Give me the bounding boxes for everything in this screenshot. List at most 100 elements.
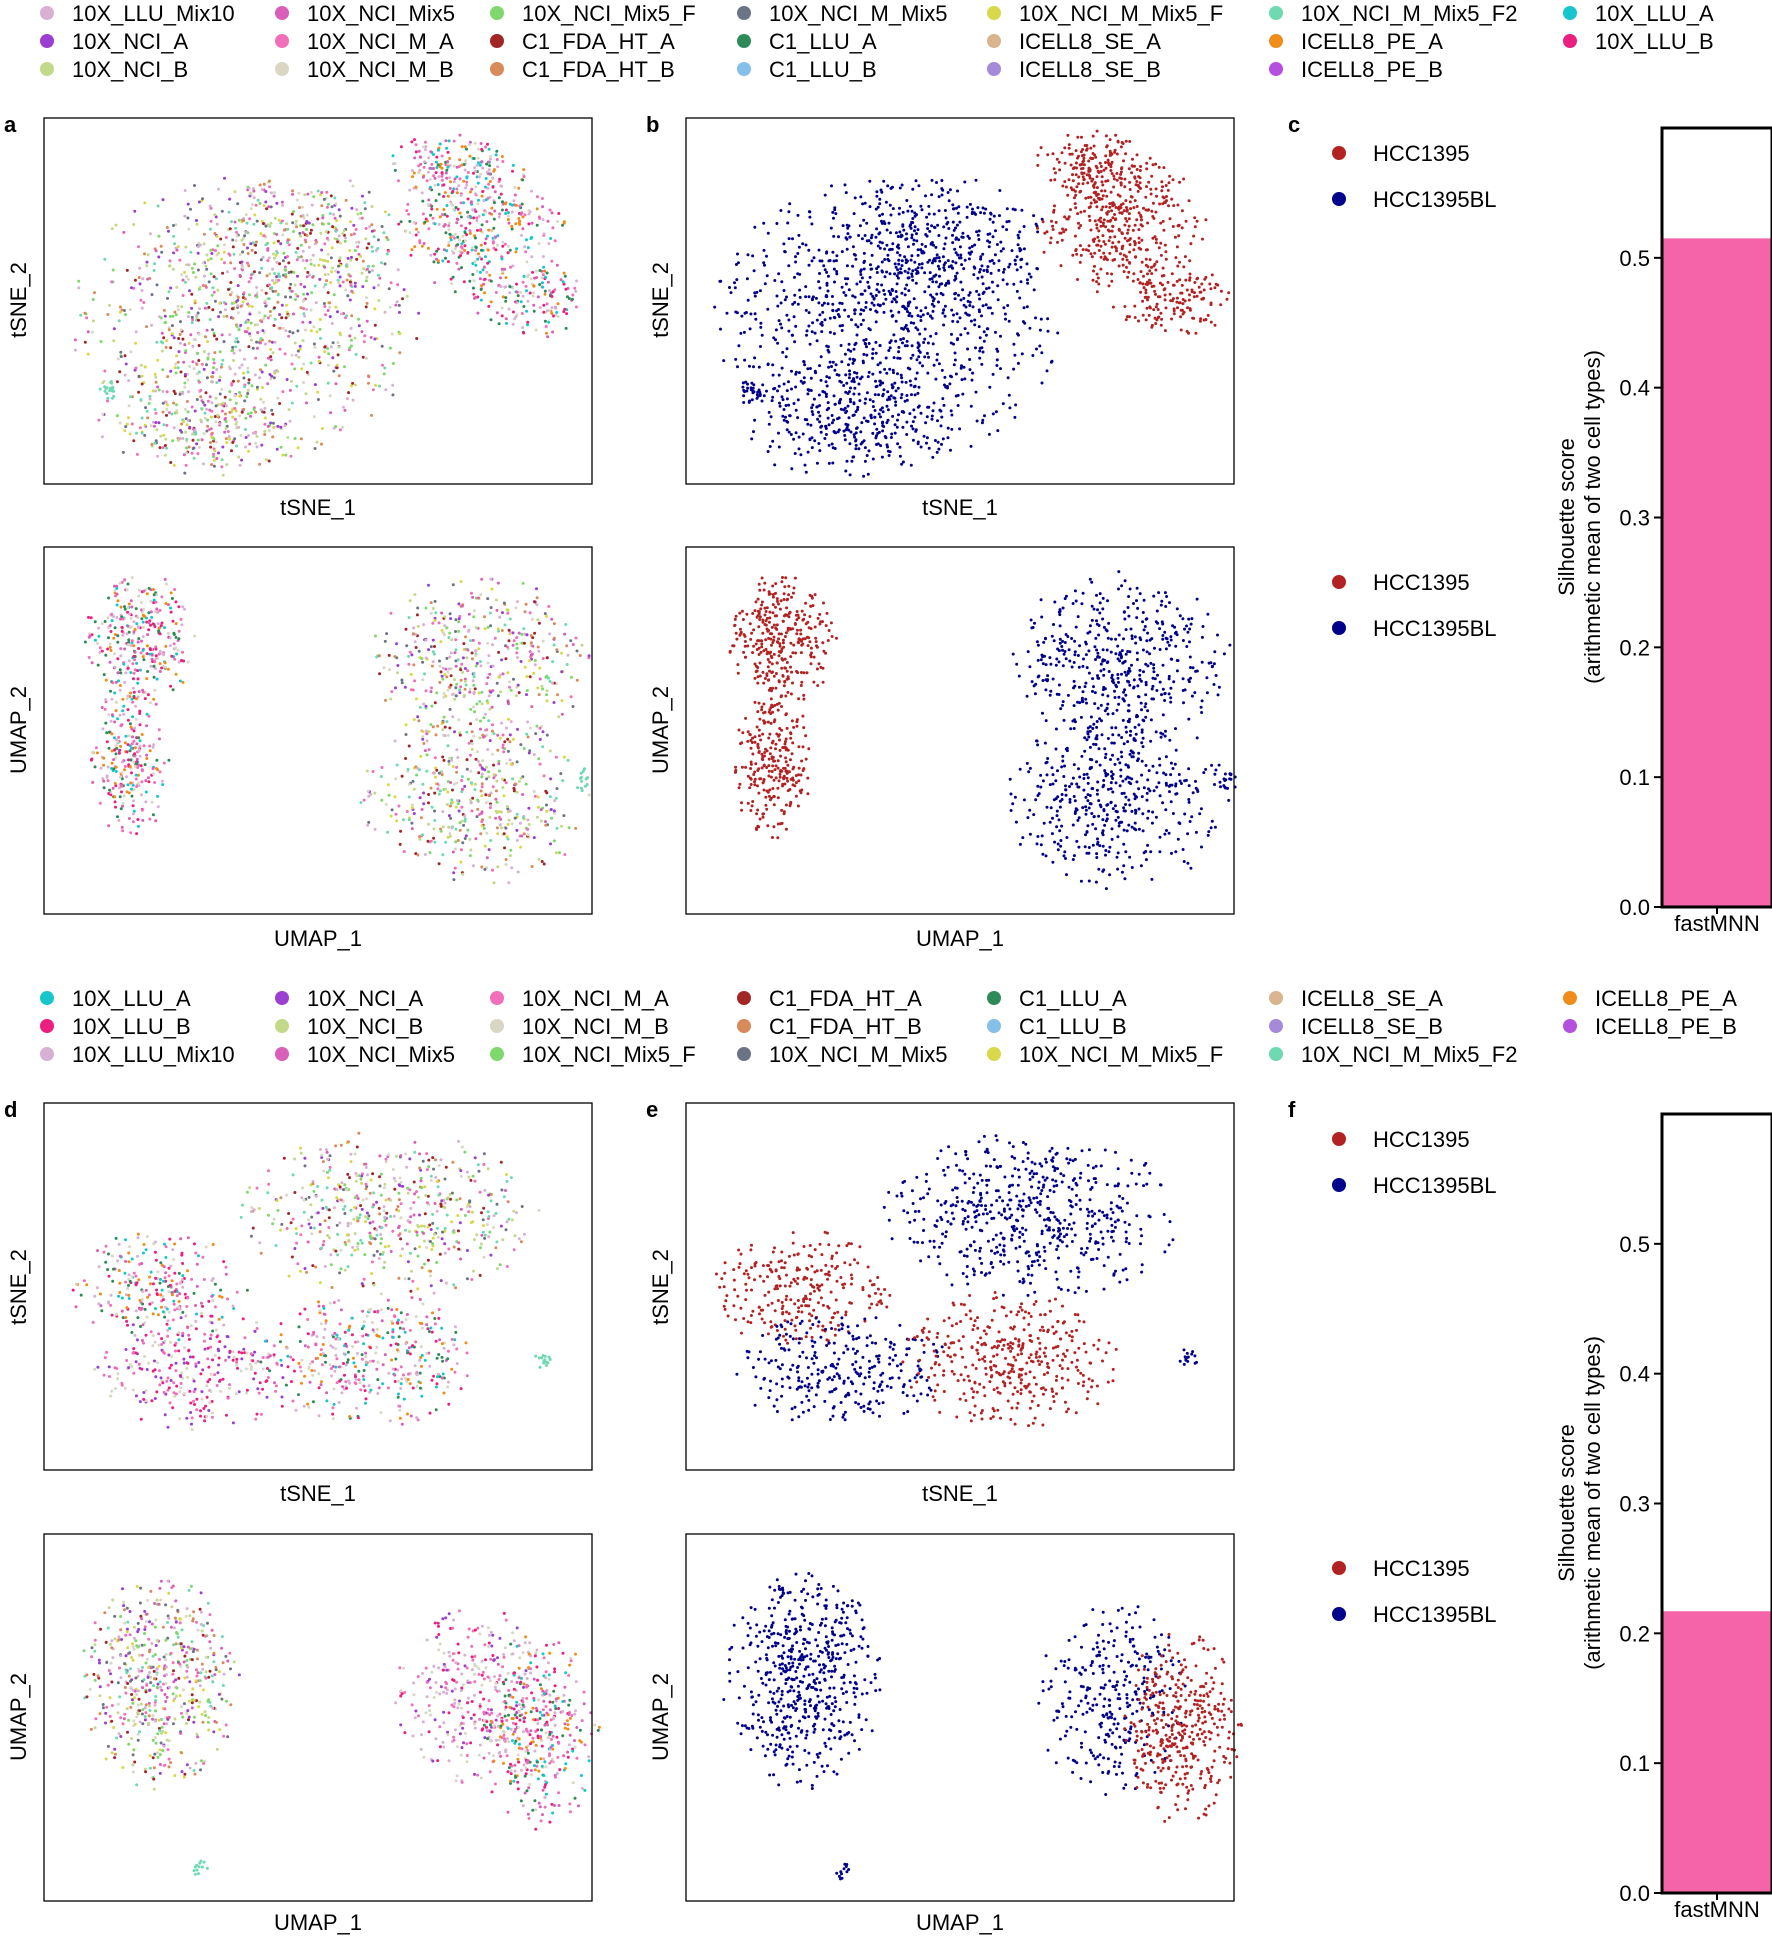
scatter-point bbox=[302, 362, 306, 366]
scatter-point bbox=[453, 730, 456, 734]
scatter-point bbox=[457, 602, 461, 606]
scatter-point bbox=[434, 611, 438, 615]
scatter-point bbox=[581, 769, 585, 773]
scatter-point bbox=[226, 430, 230, 433]
scatter-point bbox=[168, 264, 172, 268]
scatter-point bbox=[474, 246, 478, 249]
scatter-point bbox=[455, 261, 459, 265]
scatter-point bbox=[476, 202, 480, 206]
scatter-point bbox=[542, 303, 546, 307]
legend-label: ICELL8_PE_B bbox=[1595, 1014, 1737, 1039]
scatter-point bbox=[424, 145, 428, 149]
scatter-point bbox=[456, 235, 460, 239]
scatter-point bbox=[187, 390, 190, 394]
scatter-point bbox=[240, 263, 244, 267]
scatter-point bbox=[796, 213, 800, 217]
scatter-point bbox=[186, 378, 190, 382]
scatter-point bbox=[348, 220, 352, 224]
scatter-point bbox=[515, 828, 519, 832]
scatter-point bbox=[450, 638, 454, 642]
scatter-point bbox=[452, 782, 456, 786]
scatter-point bbox=[535, 587, 538, 591]
scatter-point bbox=[132, 439, 136, 443]
scatter-point bbox=[418, 837, 422, 841]
scatter-point bbox=[245, 330, 249, 334]
scatter-point bbox=[818, 364, 821, 368]
scatter-point bbox=[937, 267, 941, 271]
scatter-point bbox=[165, 582, 168, 586]
scatter-point bbox=[506, 608, 510, 612]
scatter-point bbox=[287, 334, 291, 338]
scatter-point bbox=[798, 288, 802, 292]
scatter-point bbox=[140, 431, 144, 435]
scatter-point bbox=[426, 246, 430, 250]
scatter-point bbox=[878, 202, 882, 206]
scatter-point bbox=[915, 371, 919, 375]
scatter-point bbox=[488, 815, 492, 819]
scatter-point bbox=[395, 763, 399, 767]
scatter-point bbox=[367, 270, 371, 274]
scatter-point bbox=[350, 338, 353, 342]
scatter-point bbox=[269, 421, 273, 425]
scatter-point bbox=[335, 219, 339, 223]
scatter-point bbox=[278, 313, 282, 317]
scatter-point bbox=[177, 629, 181, 633]
scatter-point bbox=[480, 147, 484, 151]
scatter-point bbox=[223, 176, 226, 180]
scatter-point bbox=[523, 245, 527, 249]
scatter-point bbox=[885, 228, 889, 232]
scatter-point bbox=[483, 627, 487, 631]
scatter-point bbox=[853, 386, 857, 390]
scatter-point bbox=[164, 602, 168, 605]
scatter-point bbox=[954, 261, 958, 265]
legend-top-item: ICELL8_PE_A bbox=[1269, 29, 1443, 54]
scatter-point bbox=[109, 689, 112, 693]
scatter-point bbox=[466, 210, 470, 214]
scatter-point bbox=[224, 420, 228, 423]
scatter-point bbox=[408, 599, 412, 603]
scatter-point bbox=[137, 749, 141, 753]
scatter-point bbox=[393, 655, 397, 659]
scatter-point bbox=[515, 812, 519, 816]
scatter-point bbox=[883, 275, 887, 279]
scatter-point bbox=[456, 243, 460, 247]
scatter-point bbox=[923, 271, 927, 275]
scatter-point bbox=[134, 330, 138, 334]
scatter-point bbox=[132, 760, 136, 764]
scatter-point bbox=[541, 255, 545, 259]
scatter-point bbox=[255, 340, 259, 344]
scatter-point bbox=[749, 312, 753, 316]
scatter-point bbox=[178, 258, 182, 262]
scatter-point bbox=[131, 820, 135, 824]
scatter-point bbox=[289, 454, 293, 458]
scatter-point bbox=[894, 319, 898, 323]
scatter-point bbox=[470, 651, 474, 655]
scatter-point bbox=[936, 264, 940, 268]
scatter-point bbox=[540, 819, 543, 823]
scatter-point bbox=[233, 417, 237, 421]
scatter-point bbox=[953, 351, 957, 355]
scatter-point bbox=[424, 217, 428, 221]
scatter-point bbox=[218, 301, 222, 305]
scatter-point bbox=[549, 808, 553, 811]
scatter-point bbox=[508, 854, 512, 858]
scatter-point bbox=[482, 716, 486, 720]
scatter-point bbox=[128, 626, 132, 630]
legend-label: 10X_NCI_Mix5 bbox=[307, 1, 455, 26]
scatter-point bbox=[306, 292, 309, 296]
scatter-point bbox=[522, 627, 526, 631]
scatter-point bbox=[477, 198, 480, 202]
scatter-point bbox=[447, 221, 451, 225]
scatter-point bbox=[859, 292, 863, 296]
scatter-point bbox=[861, 361, 865, 365]
scatter-point bbox=[991, 220, 995, 224]
scatter-point bbox=[464, 159, 467, 163]
scatter-point bbox=[775, 222, 779, 225]
scatter-point bbox=[501, 733, 505, 737]
scatter-point bbox=[135, 452, 139, 456]
scatter-point bbox=[787, 329, 791, 333]
scatter-point bbox=[157, 652, 161, 656]
scatter-point bbox=[975, 230, 979, 234]
legend-swatch bbox=[275, 62, 289, 76]
scatter-point bbox=[919, 411, 923, 415]
